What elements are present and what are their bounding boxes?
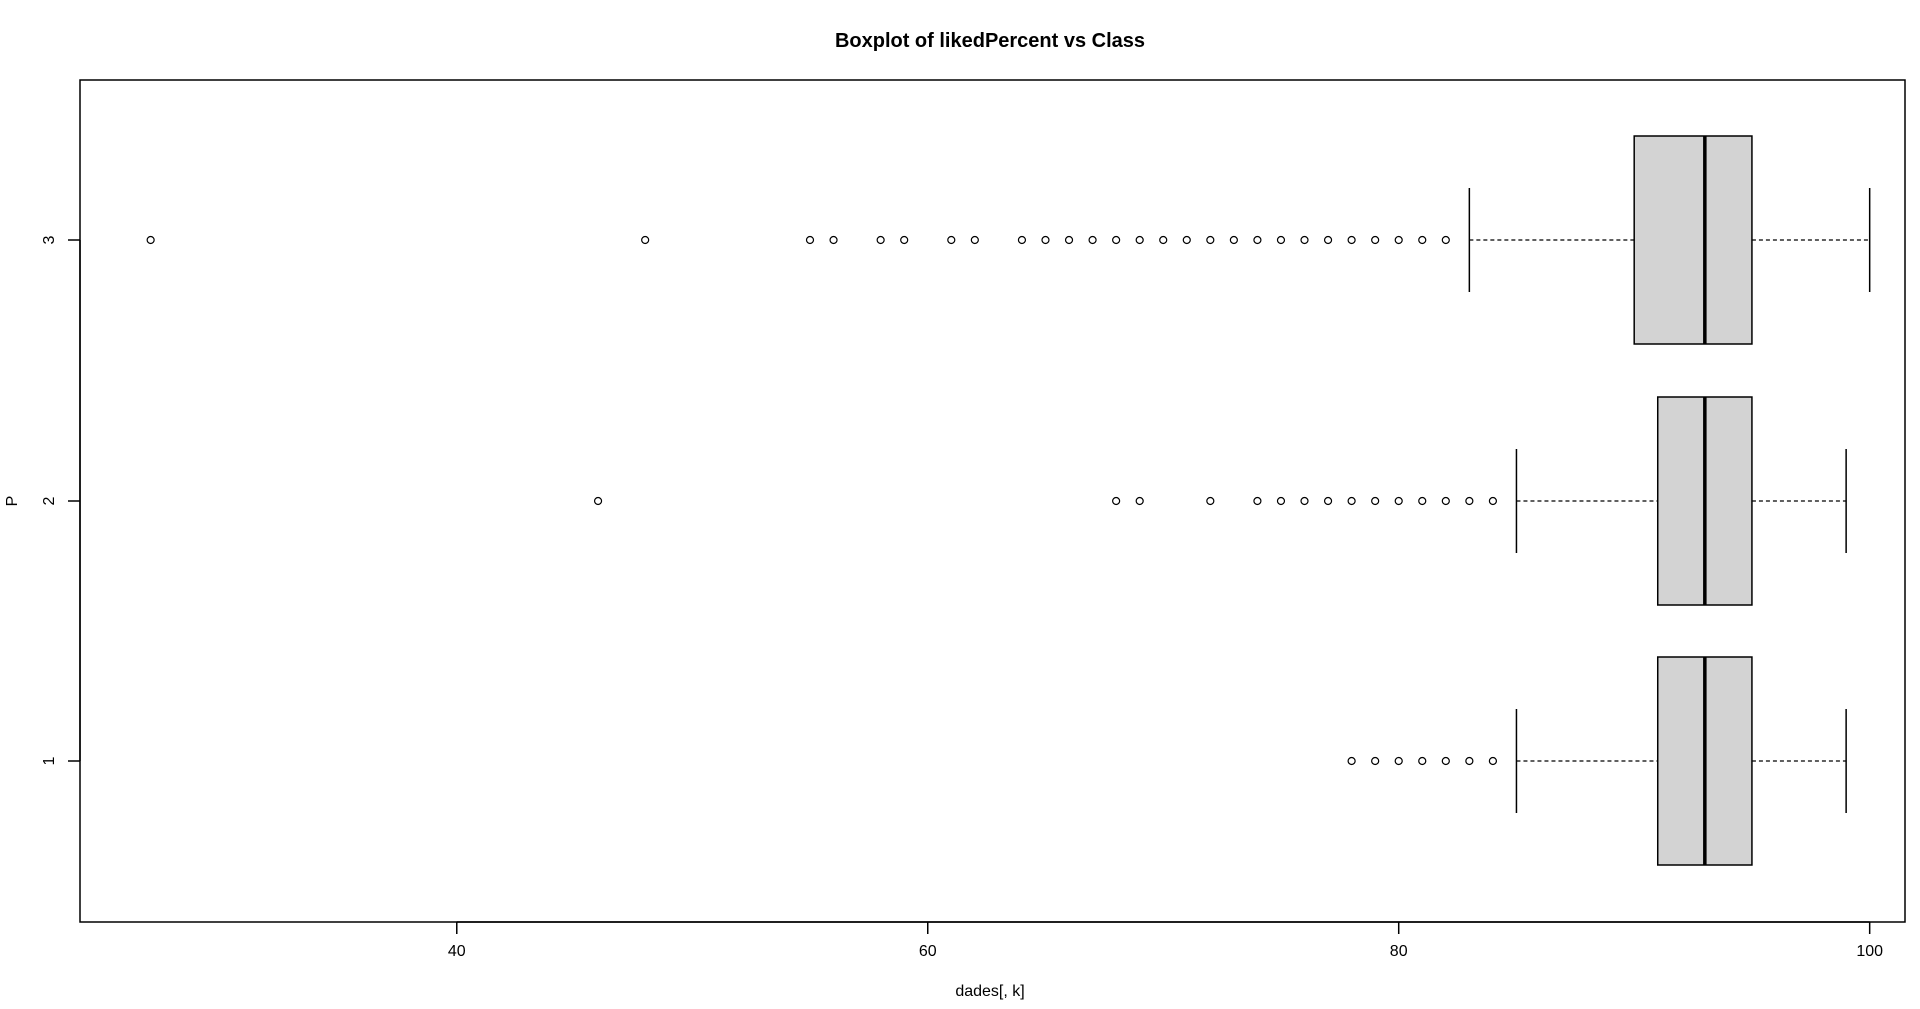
outlier-point [1394, 235, 1403, 245]
outlier-point [1112, 235, 1121, 245]
outlier-point [641, 235, 650, 245]
outlier-point [1300, 496, 1309, 506]
outlier-point [1206, 496, 1215, 506]
x-axis-label: dades[, k] [955, 983, 1024, 1000]
outlier-point [1159, 235, 1168, 245]
outlier-point [1488, 496, 1498, 506]
outlier-point [1206, 235, 1215, 245]
x-tick-label: 100 [1856, 943, 1883, 960]
outlier-point [876, 235, 885, 245]
outlier-point [1418, 756, 1427, 766]
outlier-point [1323, 235, 1333, 245]
box-group-3 [146, 135, 1871, 345]
outlier-point [1135, 235, 1144, 245]
outlier-point [146, 235, 155, 245]
y-tick-label: 1 [41, 756, 58, 765]
iqr-box [1633, 135, 1753, 345]
outlier-point [1441, 496, 1450, 506]
outlier-point [1371, 756, 1380, 766]
outlier-point [1017, 235, 1027, 245]
outlier-point [829, 235, 838, 245]
outlier-point [805, 235, 815, 245]
outlier-point [1488, 756, 1498, 766]
y-axis: 1 2 3 [41, 235, 81, 765]
outlier-point [1064, 235, 1074, 245]
outlier-point [1182, 235, 1191, 245]
boxes-layer [146, 135, 1871, 866]
x-tick-label: 40 [448, 943, 466, 960]
x-tick-label: 60 [919, 943, 937, 960]
outlier-point [1323, 496, 1333, 506]
outlier-point [1253, 235, 1262, 245]
outlier-point [1253, 496, 1262, 506]
outlier-point [1135, 496, 1144, 506]
outlier-point [1229, 235, 1238, 245]
outlier-point [1418, 496, 1427, 506]
outlier-point [1394, 756, 1403, 766]
outlier-point [1371, 235, 1380, 245]
outlier-point [900, 235, 909, 245]
y-axis-label: P [4, 496, 21, 507]
outlier-point [1441, 235, 1450, 245]
outlier-point [1465, 496, 1474, 506]
outlier-point [1347, 235, 1356, 245]
outlier-point [1088, 235, 1097, 245]
outlier-point [1465, 756, 1474, 766]
box-group-1 [1347, 656, 1847, 866]
y-tick-label: 3 [41, 235, 58, 244]
outlier-point [1276, 496, 1286, 506]
outlier-point [1441, 756, 1450, 766]
box-group-2 [593, 396, 1847, 606]
y-tick-label: 2 [41, 496, 58, 505]
outlier-point [1394, 496, 1403, 506]
outlier-point [1041, 235, 1050, 245]
outlier-point [1300, 235, 1309, 245]
outlier-point [1347, 756, 1356, 766]
outlier-point [593, 496, 603, 506]
x-tick-label: 80 [1390, 943, 1408, 960]
outlier-point [947, 235, 956, 245]
outlier-point [1347, 496, 1356, 506]
outlier-point [1418, 235, 1427, 245]
outlier-point [1371, 496, 1380, 506]
outlier-point [1276, 235, 1286, 245]
outlier-point [1112, 496, 1121, 506]
outlier-point [970, 235, 979, 245]
x-axis: 40 60 80 100 [448, 921, 1883, 960]
chart-title: Boxplot of likedPercent vs Class [835, 30, 1145, 52]
